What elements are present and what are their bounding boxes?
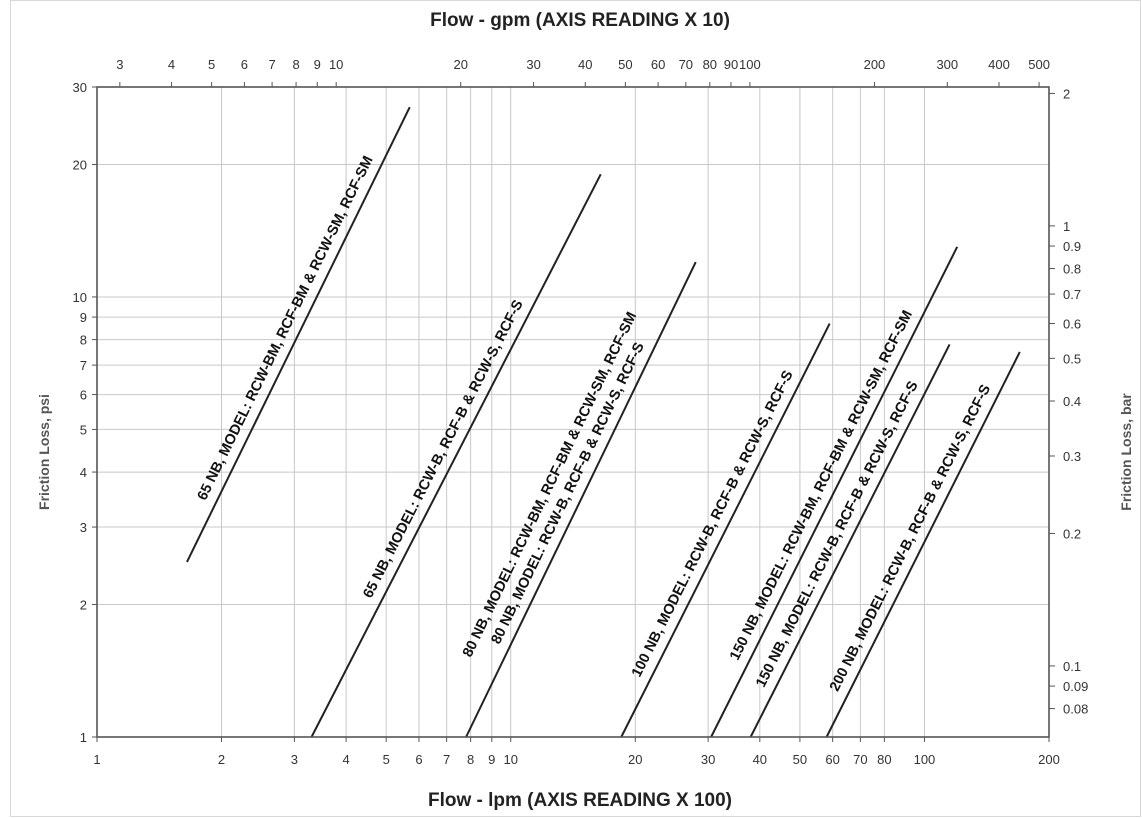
series-line [620,323,831,738]
top-tick-label: 200 [864,57,886,72]
bottom-tick-label: 70 [853,752,867,767]
right-tick-label: 1 [1063,219,1070,234]
bottom-tick-label: 40 [753,752,767,767]
left-tick-label: 6 [80,388,87,403]
right-tick-label: 0.4 [1063,394,1081,409]
top-tick-label: 20 [453,57,467,72]
right-axis-ticks: 0.08 0.09 0.1 0.2 0.3 0.4 0.5 0.6 0.7 0.8 0.9 1 2 [1049,86,1088,717]
bottom-tick-label: 6 [415,752,422,767]
right-tick-label: 0.9 [1063,239,1081,254]
top-tick-label: 400 [988,57,1010,72]
series-label: 150 NB, MODEL: RCW-BM, RCF-BM & RCW-SM, … [727,308,916,663]
bottom-tick-label: 10 [503,752,517,767]
left-tick-label: 30 [73,80,87,95]
left-tick-label: 1 [80,730,87,745]
series-labels: 65 NB, MODEL: RCW-BM, RCF-BM & RCW-SM, R… [195,154,995,694]
bottom-tick-label: 4 [342,752,349,767]
top-tick-label: 8 [292,57,299,72]
bottom-axis-ticks: 1 2 3 4 5 6 7 8 9 10 20 30 40 50 60 70 80 100 200 [93,737,1060,767]
top-tick-label: 90 [724,57,738,72]
series-label: 65 NB, MODEL: RCW-B, RCF-B & RCW-S, RCF-… [360,297,527,601]
figure-frame [10,0,1141,817]
bottom-tick-label: 1 [93,752,100,767]
top-tick-label: 300 [936,57,958,72]
bottom-tick-label: 50 [793,752,807,767]
bottom-tick-label: 100 [914,752,936,767]
top-axis-title: Flow - gpm (AXIS READING X 10) [430,10,730,31]
right-tick-label: 0.08 [1063,702,1088,717]
bottom-tick-label: 7 [443,752,450,767]
bottom-tick-label: 5 [383,752,390,767]
top-tick-label: 10 [329,57,343,72]
bottom-tick-label: 2 [218,752,225,767]
top-tick-label: 5 [208,57,215,72]
right-tick-label: 0.2 [1063,526,1081,541]
top-tick-label: 70 [679,57,693,72]
right-tick-label: 2 [1063,86,1070,101]
top-tick-label: 100 [739,57,761,72]
bottom-tick-label: 9 [488,752,495,767]
series-label: 100 NB, MODEL: RCW-B, RCF-B & RCW-S, RCF… [629,368,797,680]
series-line [825,351,1021,738]
top-tick-label: 9 [314,57,321,72]
top-tick-label: 4 [168,57,175,72]
series-line [749,343,951,738]
series-line [186,106,411,563]
right-tick-label: 0.6 [1063,317,1081,332]
right-tick-label: 0.1 [1063,659,1081,674]
right-tick-label: 0.8 [1063,262,1081,277]
bottom-tick-label: 20 [628,752,642,767]
top-tick-label: 80 [703,57,717,72]
left-tick-label: 7 [80,358,87,373]
top-tick-label: 50 [618,57,632,72]
bottom-tick-label: 3 [291,752,298,767]
left-tick-label: 3 [80,520,87,535]
right-axis-title: Friction Loss, bar [1118,393,1134,511]
bottom-tick-label: 30 [701,752,715,767]
series-line [710,246,959,738]
bottom-tick-label: 80 [877,752,891,767]
top-tick-label: 40 [578,57,592,72]
series-line [465,261,697,738]
top-tick-label: 6 [241,57,248,72]
left-tick-label: 10 [73,290,87,305]
bottom-tick-label: 60 [825,752,839,767]
plot-area-border [96,86,1050,738]
left-tick-label: 5 [80,422,87,437]
left-axis-title: Friction Loss, psi [36,394,52,510]
left-tick-label: 4 [80,465,87,480]
top-tick-label: 60 [651,57,665,72]
gridlines [97,87,1049,737]
left-tick-label: 2 [80,598,87,613]
top-tick-label: 3 [116,57,123,72]
right-tick-label: 0.09 [1063,679,1088,694]
left-tick-label: 20 [73,157,87,172]
bottom-tick-label: 8 [467,752,474,767]
bottom-tick-label: 200 [1038,752,1060,767]
top-tick-label: 7 [268,57,275,72]
right-tick-label: 0.5 [1063,351,1081,366]
left-tick-label: 9 [80,310,87,325]
series-line [310,173,602,738]
top-tick-label: 500 [1028,57,1050,72]
right-tick-label: 0.3 [1063,449,1081,464]
top-tick-label: 30 [526,57,540,72]
left-axis-ticks: 1 2 3 4 5 6 7 8 9 10 20 30 [73,80,97,745]
bottom-axis-title: Flow - lpm (AXIS READING X 100) [428,790,732,811]
right-tick-label: 0.7 [1063,287,1081,302]
series-lines [186,106,1021,738]
series-label: 80 NB, MODEL: RCW-B, RCF-B & RCW-S, RCF-… [488,340,647,647]
left-tick-label: 8 [80,333,87,348]
top-axis-ticks: 3 4 5 6 7 8 9 10 20 30 40 50 60 70 80 90 100 200 300 400 500 [116,57,1050,87]
